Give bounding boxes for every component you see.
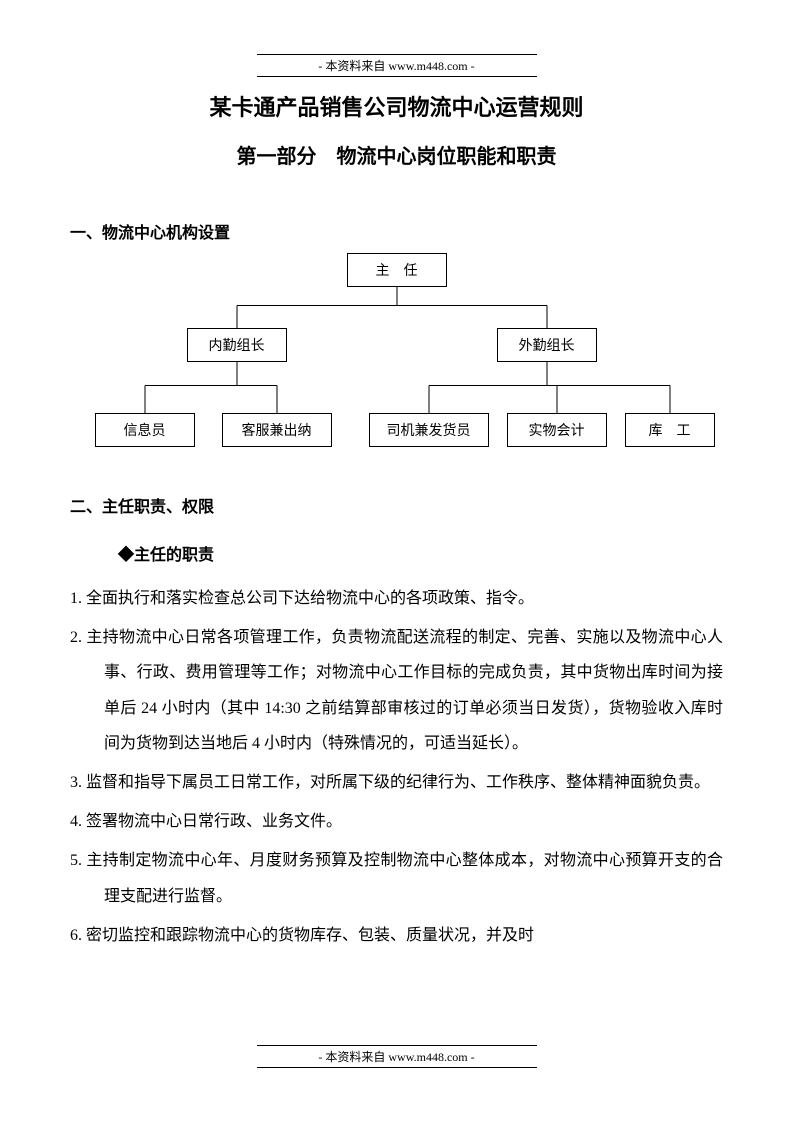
page-footer: - 本资料来自 www.m448.com - xyxy=(257,1045,537,1068)
duty-item: 4. 签署物流中心日常行政、业务文件。 xyxy=(70,804,723,839)
duty-item: 1. 全面执行和落实检查总公司下达给物流中心的各项政策、指令。 xyxy=(70,581,723,616)
org-node-in_lead: 内勤组长 xyxy=(187,328,287,362)
org-node-ware: 库 工 xyxy=(625,413,715,447)
duty-item: 2. 主持物流中心日常各项管理工作，负责物流配送流程的制定、完善、实施以及物流中… xyxy=(70,620,723,761)
duties-list: 1. 全面执行和落实检查总公司下达给物流中心的各项政策、指令。 2. 主持物流中心… xyxy=(70,581,723,953)
org-node-info: 信息员 xyxy=(95,413,195,447)
section-2-heading: 二、主任职责、权限 xyxy=(70,493,723,517)
document-subtitle: 第一部分 物流中心岗位职能和职责 xyxy=(70,140,723,169)
page-header: - 本资料来自 www.m448.com - xyxy=(257,54,537,77)
document-title: 某卡通产品销售公司物流中心运营规则 xyxy=(70,90,723,122)
org-node-acct: 实物会计 xyxy=(507,413,607,447)
org-node-cs: 客服兼出纳 xyxy=(222,413,332,447)
org-node-director: 主 任 xyxy=(347,253,447,287)
duty-item: 5. 主持制定物流中心年、月度财务预算及控制物流中心整体成本，对物流中心预算开支… xyxy=(70,843,723,913)
section-1-heading: 一、物流中心机构设置 xyxy=(70,219,723,243)
duty-item: 6. 密切监控和跟踪物流中心的货物库存、包装、质量状况，并及时 xyxy=(70,918,723,953)
org-node-driver: 司机兼发货员 xyxy=(369,413,489,447)
duties-subheading: ◆主任的职责 xyxy=(118,541,723,565)
org-node-out_lead: 外勤组长 xyxy=(497,328,597,362)
duty-item: 3. 监督和指导下属员工日常工作，对所属下级的纪律行为、工作秩序、整体精神面貌负… xyxy=(70,765,723,800)
org-chart: 主 任内勤组长 外勤组长信息员客服兼出纳 司机兼发货员实物会计库 工 xyxy=(77,253,717,463)
document-body: 某卡通产品销售公司物流中心运营规则 第一部分 物流中心岗位职能和职责 一、物流中… xyxy=(70,90,723,953)
